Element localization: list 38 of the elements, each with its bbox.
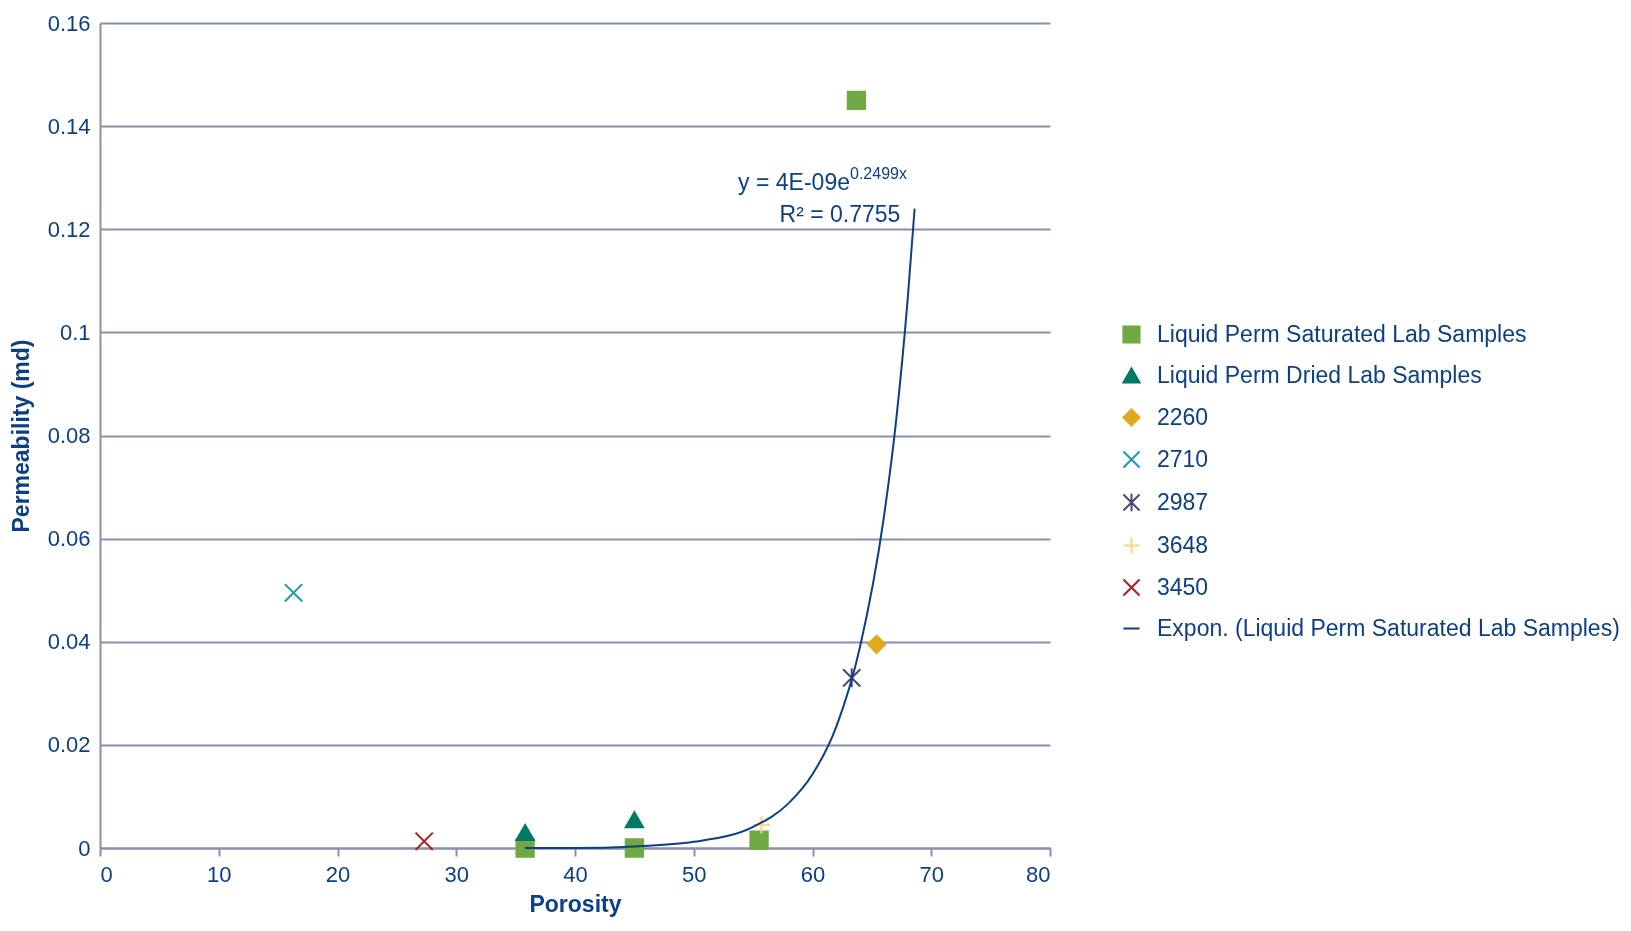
y-tick-label: 0.08	[47, 423, 91, 448]
x-tick-label: 30	[444, 861, 469, 887]
annotation: R² = 0.7755	[779, 201, 901, 227]
legend-label: 2260	[1157, 403, 1209, 430]
legend-label: 3648	[1157, 531, 1209, 558]
x-tick-label: 10	[207, 861, 232, 887]
point	[283, 583, 304, 603]
y-tick-label: 0.04	[47, 629, 91, 655]
x-axis-title: Porosity	[529, 890, 622, 917]
x-tick-label: 50	[682, 861, 707, 887]
y-axis-title: Permeability (md)	[7, 339, 34, 533]
point	[414, 831, 434, 851]
x-tick-label: 0	[100, 861, 113, 887]
point	[749, 830, 769, 850]
x-tick-label: 60	[800, 861, 826, 887]
point	[842, 667, 862, 689]
legend-label: 3450	[1157, 573, 1209, 600]
point	[866, 634, 887, 654]
point	[624, 811, 645, 829]
legend-label: Liquid Perm Dried Lab Samples	[1157, 361, 1482, 388]
point	[846, 90, 867, 110]
y-tick-label: 0.06	[47, 526, 91, 552]
x-tick-label: 80	[1026, 861, 1051, 887]
y-tick-label: 0.16	[47, 10, 91, 36]
y-tick-label: 0.14	[47, 113, 91, 139]
point	[751, 815, 772, 835]
legend-label: 2710	[1157, 445, 1209, 472]
legend-label: Liquid Perm Saturated Lab Samples	[1157, 320, 1527, 347]
y-tick-label: 0	[78, 835, 91, 861]
x-tick-label: 20	[325, 861, 351, 887]
x-tick-label: 40	[563, 861, 588, 887]
point	[515, 824, 535, 842]
y-tick-label: 0.12	[47, 216, 91, 242]
legend-label: 2987	[1157, 488, 1209, 515]
y-tick-label: 0.1	[59, 319, 91, 345]
y-tick-label: 0.02	[47, 732, 91, 758]
legend-label: Expon. (Liquid Perm Saturated Lab Samples)	[1157, 614, 1620, 641]
x-tick-label: 70	[919, 861, 944, 887]
